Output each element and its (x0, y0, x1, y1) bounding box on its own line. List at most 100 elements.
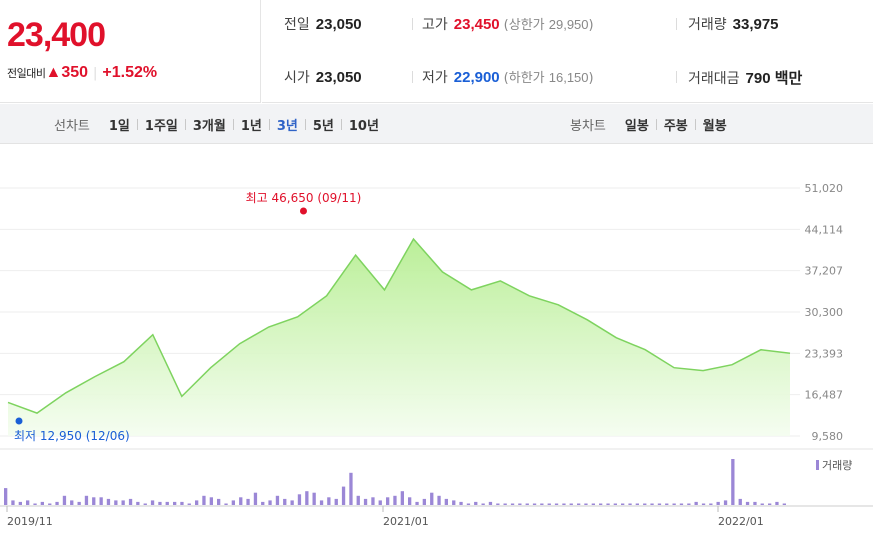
volume-bar (33, 503, 37, 505)
tab-range-5[interactable]: 5년 (312, 118, 334, 134)
max-point-marker (299, 207, 307, 215)
volume-bar (246, 498, 250, 505)
volume-bar (488, 501, 493, 505)
volume-bar (341, 486, 346, 505)
volume-bar (635, 503, 639, 505)
volume-bar (775, 501, 779, 505)
tab-separator (304, 118, 306, 130)
volume-bar (55, 501, 59, 505)
volume-bar (452, 500, 456, 505)
volume-bar (106, 498, 111, 505)
amount-value: 790 백만 (745, 70, 803, 87)
change-separator: | (93, 66, 98, 81)
open-label: 시가 (284, 70, 310, 86)
volume-bar (26, 500, 30, 505)
volume-legend-swatch (816, 460, 819, 470)
volume-bar (283, 498, 287, 505)
min-point-marker (15, 417, 23, 425)
volume-bar (525, 503, 529, 505)
candle-chart-tabs: 봉차트 일봉 주봉 월봉 (570, 104, 734, 144)
volume-bar (510, 503, 515, 505)
volume-bar (363, 498, 368, 505)
prev-close-label: 전일 (284, 17, 310, 33)
volume-bar (577, 503, 581, 505)
volume-bar (18, 501, 22, 505)
stat-high: 고가 23,450 (상한가 29,950) (422, 14, 594, 34)
volume-bar (180, 501, 184, 505)
chart-range-tabs: 선차트 1일 1주일 3개월 1년 3년 5년 10년 봉차트 일봉 주봉 월봉 (0, 104, 873, 144)
chart-annotations: 최고 46,650 (09/11) 최저 12,950 (12/06) (14, 191, 361, 443)
volume-bar (532, 503, 537, 505)
tab-candle-2[interactable]: 월봉 (702, 118, 727, 134)
stat-open: 시가 23,050 (284, 67, 362, 87)
volume-bar (378, 500, 382, 505)
tab-range-6[interactable]: 10년 (348, 118, 379, 134)
volume-bar (334, 498, 338, 505)
volume-bar (584, 503, 588, 505)
volume-bar (158, 501, 162, 505)
volume-bar (84, 495, 89, 505)
price-line (7, 237, 791, 414)
volume-bar (99, 497, 103, 505)
min-annotation: 최저 12,950 (12/06) (14, 429, 130, 443)
volume-bar (474, 501, 478, 505)
tab-separator (232, 118, 234, 130)
volume-bar (92, 497, 96, 505)
change-amount: 350 (61, 64, 89, 81)
volume-bar (687, 503, 691, 505)
tab-candle-1[interactable]: 주봉 (663, 118, 688, 134)
change-label: 전일대비 (7, 67, 46, 80)
volume-bar (760, 503, 764, 505)
volume-bar (701, 503, 706, 505)
volume-bar (261, 501, 265, 505)
y-tick-label: 23,393 (805, 347, 844, 360)
tab-separator (655, 118, 657, 130)
volume-bar (121, 500, 125, 505)
y-tick-label: 30,300 (805, 306, 844, 319)
stat-amount: 거래대금 790 백만 (688, 67, 802, 88)
max-annotation: 최고 46,650 (09/11) (246, 191, 362, 205)
volume-bar (290, 500, 294, 505)
volume-bar (643, 503, 647, 505)
volume-bar (679, 503, 684, 505)
volume-label: 거래량 (688, 17, 727, 33)
volume-bar (239, 497, 243, 505)
tab-range-1[interactable]: 1주일 (144, 118, 178, 134)
volume-bar (173, 501, 177, 505)
volume-bar (400, 491, 404, 505)
line-chart-tabs: 선차트 1일 1주일 3개월 1년 3년 5년 10년 (54, 104, 386, 144)
volume-bar (554, 503, 559, 505)
volume-bar (459, 501, 463, 505)
tab-range-4[interactable]: 3년 (276, 118, 298, 134)
stat-volume: 거래량 33,975 (688, 14, 779, 34)
volume-bar (716, 501, 720, 505)
volume-bar (613, 503, 617, 505)
volume-bar (40, 501, 44, 505)
stat-divider (676, 18, 677, 30)
volume-bar (657, 503, 662, 505)
tab-separator (694, 118, 696, 130)
stat-divider (412, 71, 413, 83)
volume-bar (114, 500, 118, 505)
tab-range-0[interactable]: 1일 (108, 118, 130, 134)
volume-bar (422, 498, 426, 505)
volume-bar (481, 503, 485, 505)
line-range-list: 1일 1주일 3개월 1년 3년 5년 10년 (102, 115, 386, 134)
volume-bar (599, 503, 603, 505)
prev-close-value: 23,050 (315, 16, 362, 33)
y-tick-label: 51,020 (805, 182, 844, 195)
tab-separator (184, 118, 186, 130)
low-label: 저가 (422, 70, 448, 86)
volume-bar (437, 495, 441, 505)
y-tick-label: 16,487 (805, 389, 844, 402)
volume-bar (547, 503, 551, 505)
tab-range-2[interactable]: 3개월 (192, 118, 226, 134)
tab-range-3[interactable]: 1년 (240, 118, 262, 134)
tab-candle-0[interactable]: 일봉 (624, 118, 649, 134)
stat-divider (676, 71, 677, 83)
x-tick-label: 2019/11 (7, 515, 53, 528)
volume-legend-label: 거래량 (822, 459, 852, 472)
volume-bar (268, 500, 272, 505)
volume-bar (738, 498, 742, 505)
volume-bar (4, 488, 8, 505)
